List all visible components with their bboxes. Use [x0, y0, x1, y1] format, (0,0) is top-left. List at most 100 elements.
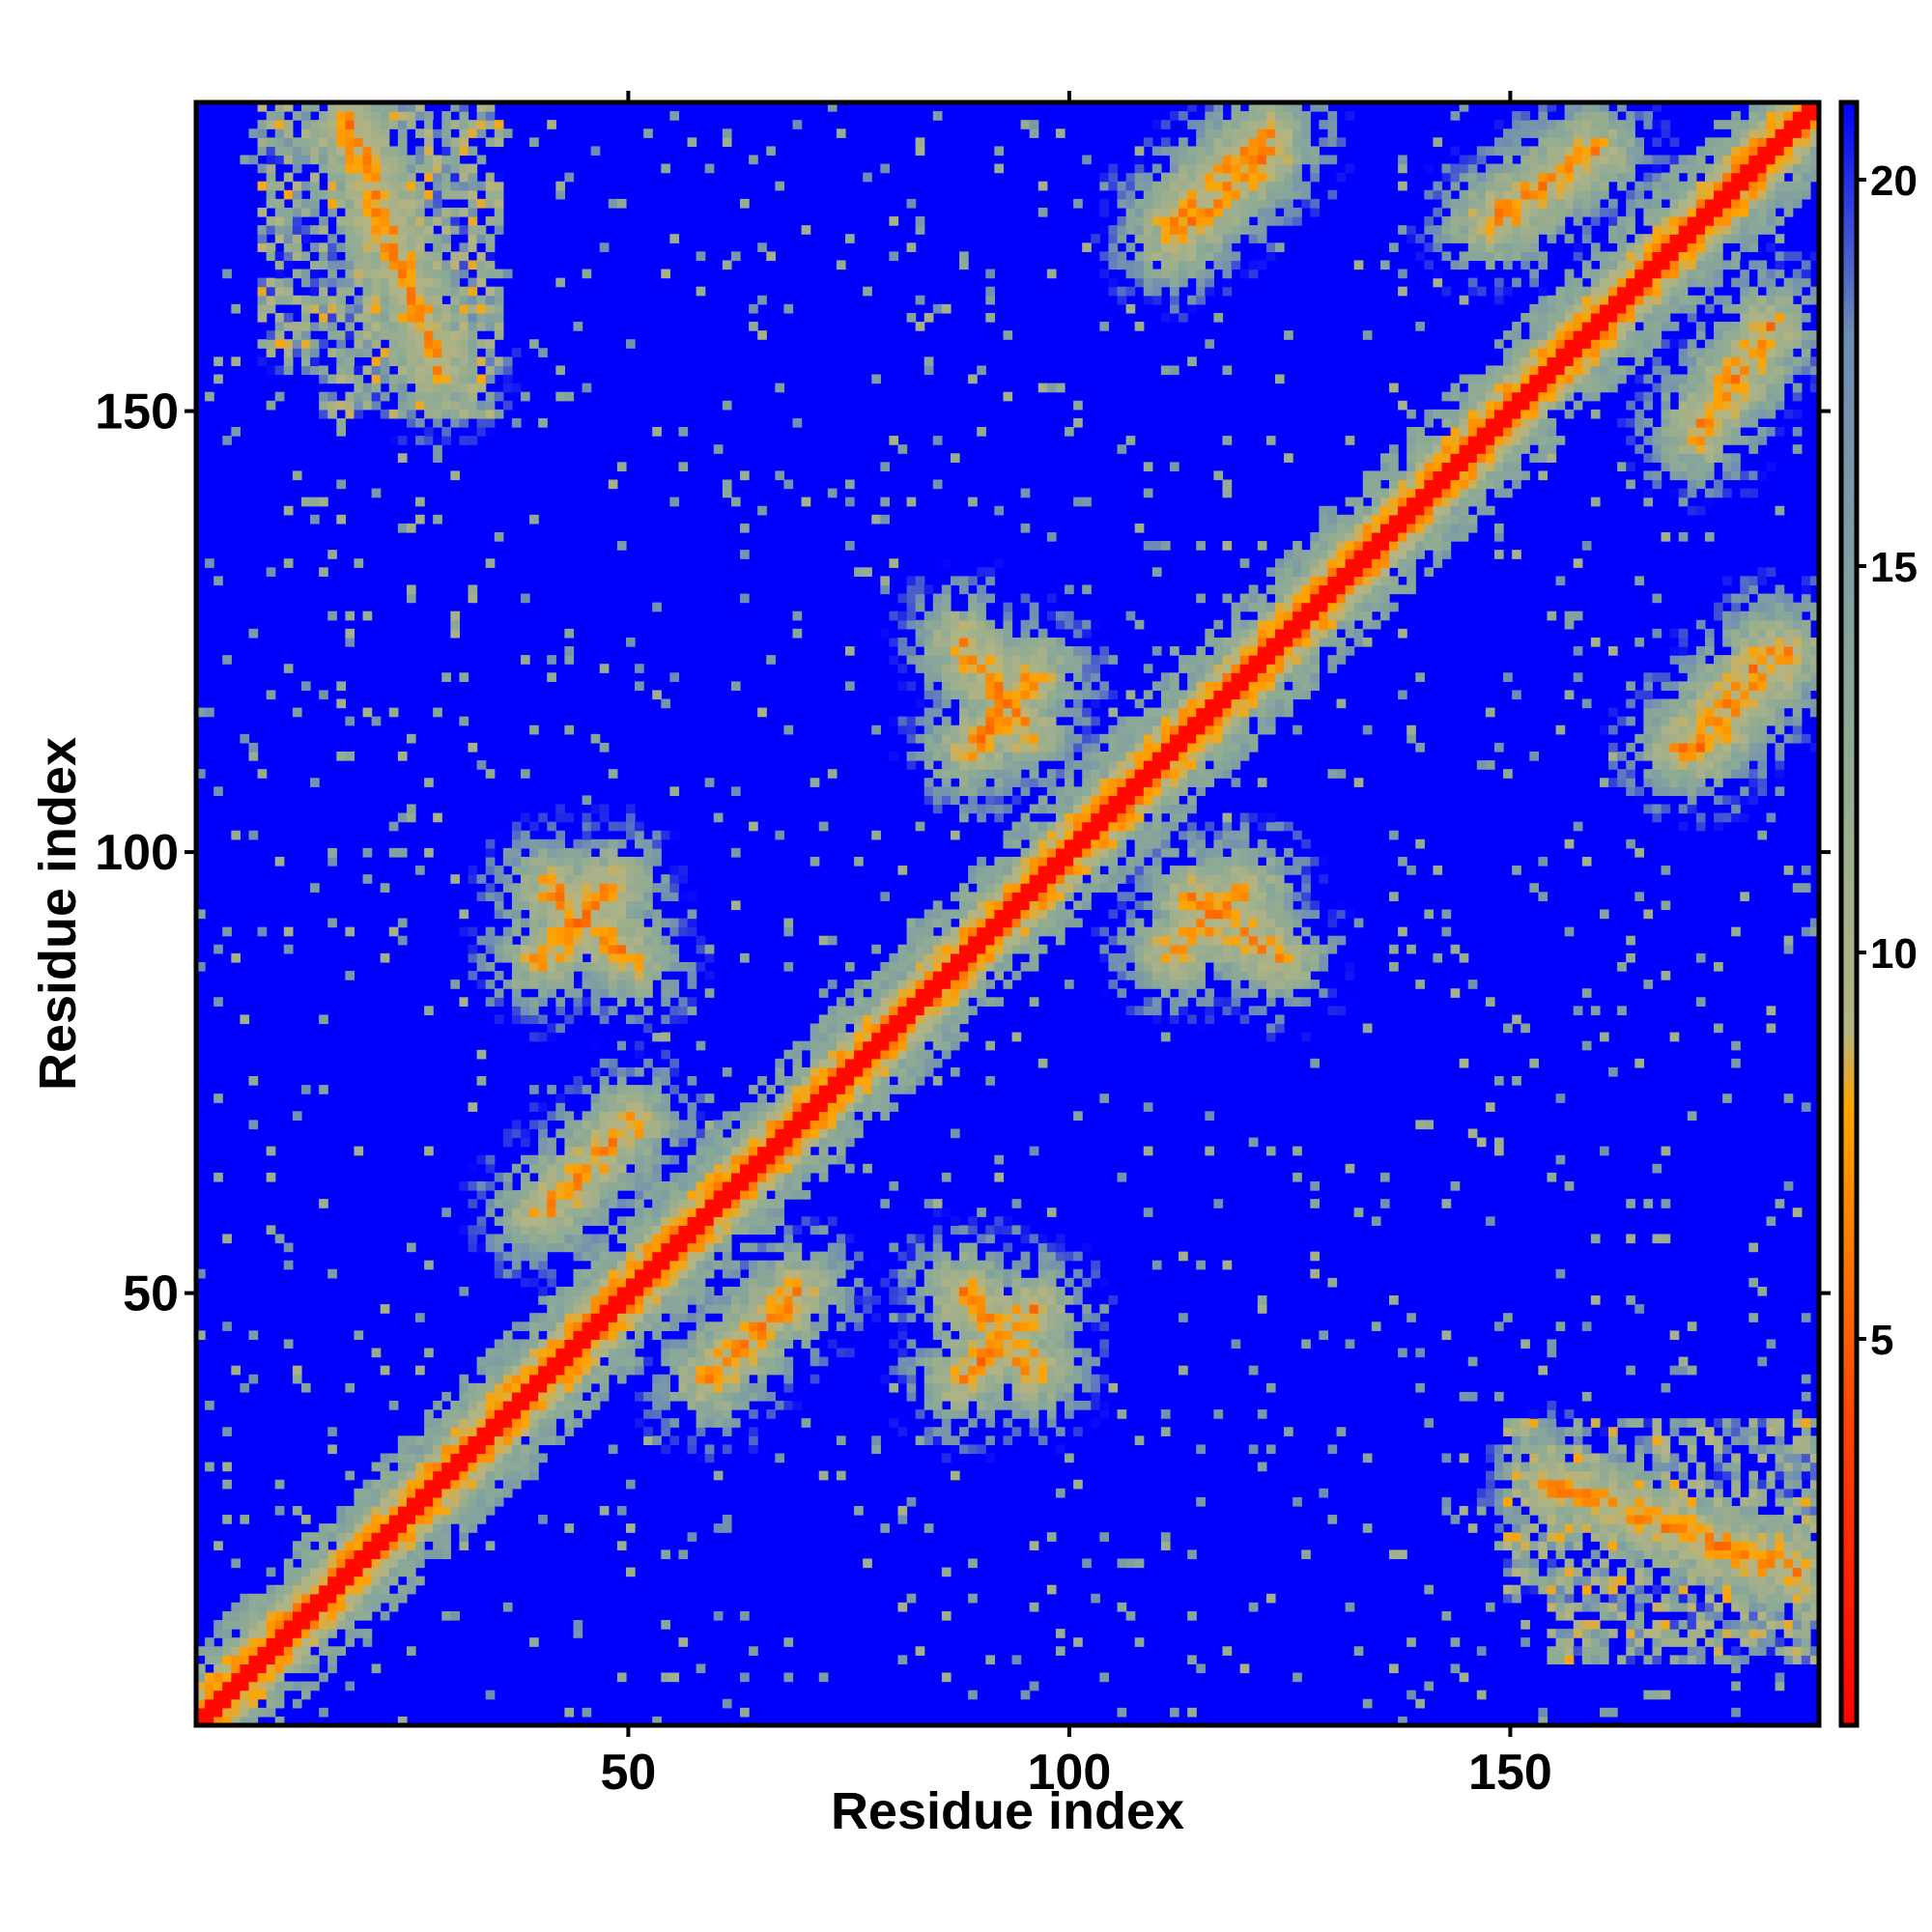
heatmap-cell [511, 1014, 522, 1025]
heatmap-cell [749, 1225, 758, 1236]
heatmap-cell [652, 1251, 662, 1262]
heatmap-cell [213, 1681, 223, 1691]
heatmap-cell [669, 1154, 680, 1165]
heatmap-cell [231, 1672, 241, 1683]
heatmap-cell [696, 1216, 706, 1226]
heatmap-cell [1020, 900, 1031, 911]
heatmap-cell [213, 1094, 223, 1103]
heatmap-cell [801, 225, 811, 235]
heatmap-cell [968, 795, 978, 806]
heatmap-cell [757, 1295, 767, 1305]
heatmap-cell [959, 1242, 969, 1253]
heatmap-cell [845, 1111, 855, 1121]
heatmap-cell [406, 1496, 416, 1507]
heatmap-cell [906, 760, 917, 770]
heatmap-cell [257, 1646, 268, 1656]
heatmap-cell [380, 137, 390, 147]
heatmap-cell [1003, 892, 1013, 901]
heatmap-cell [1037, 1260, 1048, 1270]
heatmap-cell [713, 1199, 724, 1208]
heatmap-cell [792, 1128, 803, 1139]
heatmap-cell [468, 1382, 478, 1393]
heatmap-cell [661, 1444, 670, 1455]
heatmap-cell [906, 1268, 917, 1279]
heatmap-cell [652, 1401, 662, 1410]
heatmap-cell [415, 234, 425, 243]
heatmap-cell [310, 102, 320, 112]
heatmap-cell [1046, 1382, 1057, 1393]
heatmap-cell [932, 1304, 943, 1314]
heatmap-cell [652, 935, 662, 946]
heatmap-cell [450, 1401, 461, 1410]
heatmap-cell [476, 1076, 487, 1086]
heatmap-cell [371, 1348, 382, 1358]
heatmap-cell [292, 234, 302, 243]
heatmap-cell [985, 1286, 995, 1296]
heatmap-cell [494, 128, 504, 138]
heatmap-cell [994, 892, 1005, 901]
heatmap-cell [494, 303, 504, 314]
heatmap-cell [757, 1260, 767, 1270]
heatmap-cell [494, 830, 504, 840]
heatmap-cell [818, 1304, 829, 1314]
heatmap-cell [669, 1085, 680, 1094]
heatmap-cell [994, 944, 1005, 954]
heatmap-cell [1055, 698, 1065, 709]
heatmap-cell [555, 1339, 565, 1350]
heatmap-cell [906, 1593, 917, 1604]
heatmap-cell [1065, 427, 1074, 437]
heatmap-cell [941, 1295, 952, 1305]
heatmap-cell [582, 1356, 592, 1367]
heatmap-cell [810, 1102, 820, 1112]
heatmap-cell [625, 1365, 636, 1376]
heatmap-cell [968, 672, 978, 682]
heatmap-cell [476, 427, 487, 437]
heatmap-cell [582, 1295, 592, 1305]
heatmap-cell [485, 1365, 496, 1376]
heatmap-cell [406, 216, 416, 226]
heatmap-cell [502, 874, 513, 884]
heatmap-cell [1037, 1330, 1048, 1341]
heatmap-cell [1065, 821, 1074, 832]
heatmap-cell [274, 260, 285, 270]
heatmap-cell [502, 383, 513, 393]
heatmap-cell [406, 417, 416, 428]
heatmap-cell [687, 1348, 697, 1358]
heatmap-cell [450, 374, 461, 384]
heatmap-cell [889, 1242, 899, 1253]
heatmap-cell [941, 1251, 952, 1262]
heatmap-cell [880, 1066, 890, 1077]
heatmap-cell [704, 1348, 715, 1358]
heatmap-cell [240, 1690, 250, 1700]
heatmap-cell [775, 1154, 785, 1165]
heatmap-cell [415, 242, 425, 252]
heatmap-cell [511, 1382, 522, 1393]
heatmap-cell [494, 330, 504, 340]
heatmap-cell [433, 1549, 442, 1560]
heatmap-cell [240, 1698, 250, 1709]
heatmap-cell [669, 961, 680, 972]
heatmap-cell [906, 1260, 917, 1270]
heatmap-cell [950, 997, 960, 1007]
heatmap-cell [231, 1690, 241, 1700]
heatmap-cell [818, 1094, 829, 1103]
heatmap-cell [327, 374, 337, 384]
heatmap-cell [485, 172, 496, 183]
heatmap-cell [362, 260, 373, 270]
heatmap-cell [608, 1268, 618, 1279]
heatmap-cell [538, 1128, 548, 1139]
heatmap-cell [941, 795, 952, 806]
heatmap-cell [538, 1321, 548, 1331]
heatmap-cell [1073, 838, 1083, 849]
heatmap-cell [757, 1128, 767, 1139]
heatmap-cell [231, 1663, 241, 1674]
heatmap-cell [529, 980, 539, 989]
heatmap-cell [906, 1496, 917, 1507]
heatmap-cell [1003, 838, 1013, 849]
heatmap-cell [704, 1225, 715, 1236]
heatmap-cell [932, 1234, 943, 1244]
heatmap-cell [766, 1208, 776, 1217]
heatmap-cell [441, 234, 451, 243]
heatmap-cell [941, 681, 952, 692]
heatmap-cell [502, 1365, 513, 1376]
